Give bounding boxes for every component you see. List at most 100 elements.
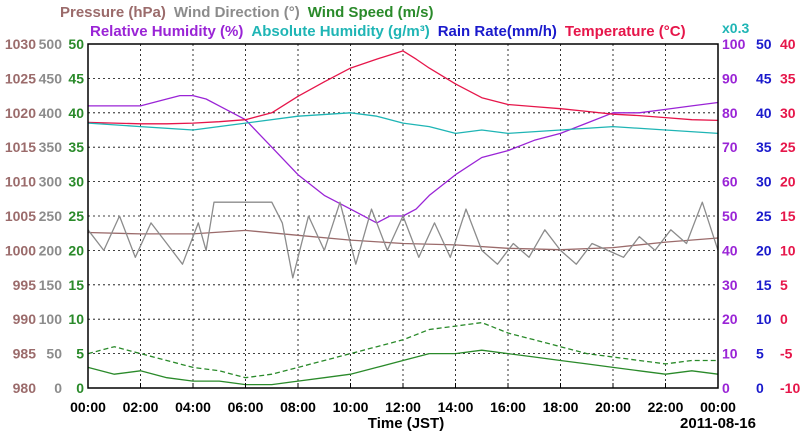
x-tick-label: 14:00 xyxy=(438,399,474,415)
tick-label-rain-rate: 0 xyxy=(756,380,764,396)
series-wspd xyxy=(87,349,719,386)
tick-label-rain-rate: 5 xyxy=(756,346,764,362)
tick-label-humidity: 70 xyxy=(722,139,738,155)
tick-label-wind-speed: 15 xyxy=(68,277,84,293)
grid xyxy=(88,44,718,388)
x-tick-label: 00:00 xyxy=(700,399,736,415)
tick-label-wind-direction: 350 xyxy=(39,139,63,155)
tick-label-pressure: 990 xyxy=(13,311,37,327)
tick-label-wind-direction: 100 xyxy=(39,311,63,327)
tick-label-rain-rate: 25 xyxy=(756,208,772,224)
tick-label-temperature: -5 xyxy=(780,346,793,362)
tick-label-humidity: 0 xyxy=(722,380,730,396)
tick-label-wind-direction: 200 xyxy=(39,242,63,258)
axes: 1030102510201015101010051000995990985980… xyxy=(5,36,800,415)
x-tick-label: 16:00 xyxy=(490,399,526,415)
legend-temperature: Temperature (°C) xyxy=(565,23,686,40)
legend-row-2: Relative Humidity (%) Absolute Humidity (… xyxy=(90,23,686,40)
tick-label-temperature: 40 xyxy=(780,36,796,52)
tick-label-wind-speed: 30 xyxy=(68,174,84,190)
date-label: 2011-08-16 xyxy=(680,415,756,432)
tick-label-rain-rate: 45 xyxy=(756,70,772,86)
tick-label-pressure: 985 xyxy=(13,346,37,362)
tick-label-temperature: 15 xyxy=(780,208,796,224)
tick-label-humidity: 60 xyxy=(722,174,738,190)
tick-label-wind-direction: 250 xyxy=(39,208,63,224)
series-layer xyxy=(87,50,719,386)
tick-label-temperature: 20 xyxy=(780,174,796,190)
tick-label-humidity: 10 xyxy=(722,346,738,362)
tick-label-wind-direction: 300 xyxy=(39,174,63,190)
tick-label-rain-rate: 30 xyxy=(756,174,772,190)
tick-label-wind-speed: 40 xyxy=(68,105,84,121)
tick-label-pressure: 1020 xyxy=(5,105,36,121)
series-temp xyxy=(87,50,719,125)
x-tick-label: 12:00 xyxy=(385,399,421,415)
legend-pressure: Pressure (hPa) xyxy=(60,4,166,21)
tick-label-pressure: 980 xyxy=(13,380,37,396)
tick-label-rain-rate: 10 xyxy=(756,311,772,327)
tick-label-pressure: 995 xyxy=(13,277,37,293)
tick-label-humidity: 50 xyxy=(722,208,738,224)
tick-label-wind-direction: 400 xyxy=(39,105,63,121)
x-tick-label: 10:00 xyxy=(333,399,369,415)
tick-label-wind-speed: 25 xyxy=(68,208,84,224)
tick-label-rain-rate: 20 xyxy=(756,242,772,258)
legend-wind-direction: Wind Direction (°) xyxy=(174,4,300,21)
tick-label-wind-speed: 10 xyxy=(68,311,84,327)
tick-label-wind-speed: 50 xyxy=(68,36,84,52)
tick-label-temperature: 25 xyxy=(780,139,796,155)
tick-label-humidity: 40 xyxy=(722,242,738,258)
x-axis-label: Time (JST) xyxy=(368,415,444,432)
tick-label-wind-speed: 5 xyxy=(76,346,84,362)
tick-label-rain-rate: 50 xyxy=(756,36,772,52)
abs-humidity-scale-note: x0.3 xyxy=(722,20,749,36)
series-ah xyxy=(87,112,719,135)
tick-label-humidity: 80 xyxy=(722,105,738,121)
tick-label-pressure: 1015 xyxy=(5,139,36,155)
x-tick-label: 18:00 xyxy=(543,399,579,415)
tick-label-humidity: 30 xyxy=(722,277,738,293)
x-tick-label: 08:00 xyxy=(280,399,316,415)
legend-rain-rate: Rain Rate(mm/h) xyxy=(438,23,557,40)
tick-label-temperature: 35 xyxy=(780,70,796,86)
tick-label-wind-direction: 50 xyxy=(46,346,62,362)
legend-wind-speed: Wind Speed (m/s) xyxy=(308,4,434,21)
tick-label-wind-speed: 20 xyxy=(68,242,84,258)
series-wgst xyxy=(87,321,718,379)
tick-label-temperature: 30 xyxy=(780,105,796,121)
series-wdir xyxy=(87,201,719,279)
tick-label-rain-rate: 40 xyxy=(756,105,772,121)
tick-label-pressure: 1005 xyxy=(5,208,36,224)
tick-label-pressure: 1030 xyxy=(5,36,36,52)
tick-label-temperature: 5 xyxy=(780,277,788,293)
tick-label-wind-direction: 150 xyxy=(39,277,63,293)
tick-label-humidity: 20 xyxy=(722,311,738,327)
tick-label-wind-direction: 500 xyxy=(39,36,63,52)
tick-label-wind-speed: 35 xyxy=(68,139,84,155)
tick-label-wind-direction: 450 xyxy=(39,70,63,86)
legend-row-1: Pressure (hPa) Wind Direction (°) Wind Spe… xyxy=(60,4,433,21)
tick-label-temperature: 0 xyxy=(780,311,788,327)
legend: Pressure (hPa) Wind Direction (°) Wind Spe… xyxy=(60,4,749,40)
tick-label-wind-direction: 0 xyxy=(54,380,62,396)
tick-label-pressure: 1010 xyxy=(5,174,36,190)
tick-label-wind-speed: 45 xyxy=(68,70,84,86)
tick-label-humidity: 90 xyxy=(722,70,738,86)
x-tick-label: 02:00 xyxy=(123,399,159,415)
x-tick-label: 22:00 xyxy=(648,399,684,415)
x-tick-label: 06:00 xyxy=(228,399,264,415)
x-tick-label: 20:00 xyxy=(595,399,631,415)
tick-label-pressure: 1000 xyxy=(5,242,36,258)
legend-absolute-humidity: Absolute Humidity (g/m³) xyxy=(251,23,429,40)
legend-relative-humidity: Relative Humidity (%) xyxy=(90,23,243,40)
x-tick-label: 00:00 xyxy=(70,399,106,415)
tick-label-wind-speed: 0 xyxy=(76,380,84,396)
x-tick-label: 04:00 xyxy=(175,399,211,415)
tick-label-temperature: -10 xyxy=(780,380,800,396)
tick-label-rain-rate: 35 xyxy=(756,139,772,155)
tick-label-rain-rate: 15 xyxy=(756,277,772,293)
tick-label-temperature: 10 xyxy=(780,242,796,258)
